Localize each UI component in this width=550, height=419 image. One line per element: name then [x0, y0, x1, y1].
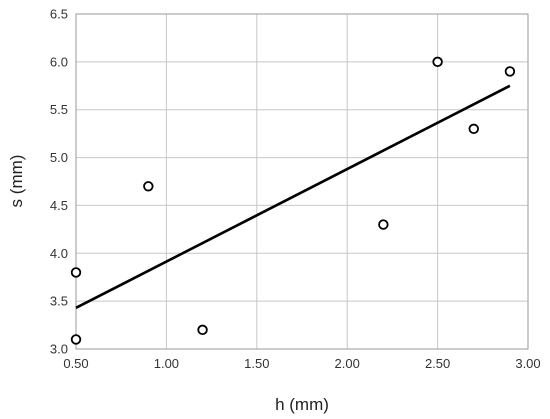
- x-tick-labels: 0.50 1.00 1.50 2.00 2.50 3.00: [63, 356, 540, 371]
- x-axis-title: h (mm): [275, 395, 329, 414]
- trendline-layer: [75, 84, 511, 310]
- data-point: [432, 56, 443, 68]
- trendline: [75, 84, 511, 310]
- y-tick-labels: 3.0 3.5 4.0 4.5 5.0 5.5 6.0 6.5: [50, 7, 68, 357]
- data-point: [504, 66, 516, 77]
- gridlines: [75, 13, 529, 350]
- data-point: [70, 267, 82, 278]
- x-tick-label: 2.50: [425, 356, 450, 371]
- data-point: [378, 219, 389, 230]
- plot-frame: [75, 13, 529, 350]
- y-tick-label: 5.5: [50, 102, 68, 117]
- y-tick-label: 4.0: [50, 246, 68, 261]
- y-tick-label: 4.5: [50, 198, 68, 213]
- y-tick-label: 3.5: [50, 294, 68, 309]
- y-tick-label: 3.0: [50, 342, 68, 357]
- data-point: [70, 334, 82, 345]
- x-tick-label: 1.00: [154, 356, 179, 371]
- data-point: [197, 324, 208, 336]
- points-layer: [70, 56, 516, 345]
- y-tick-label: 5.0: [50, 150, 68, 165]
- x-tick-label: 2.00: [335, 356, 360, 371]
- data-point: [143, 181, 154, 192]
- y-tick-label: 6.0: [50, 54, 68, 69]
- x-tick-label: 1.50: [244, 356, 269, 371]
- y-axis-title: s (mm): [7, 155, 26, 208]
- x-tick-label: 3.00: [515, 356, 540, 371]
- y-tick-label: 6.5: [50, 7, 68, 22]
- data-point: [468, 123, 479, 135]
- x-tick-label: 0.50: [63, 356, 88, 371]
